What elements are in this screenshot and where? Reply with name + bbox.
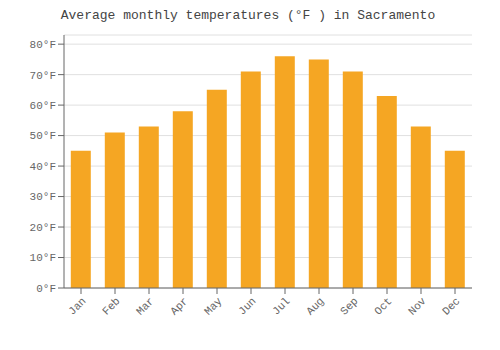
svg-text:40°F: 40°F bbox=[30, 161, 56, 173]
svg-text:Sep: Sep bbox=[338, 295, 360, 317]
svg-text:30°F: 30°F bbox=[30, 191, 56, 203]
svg-text:0°F: 0°F bbox=[36, 283, 56, 295]
svg-text:20°F: 20°F bbox=[30, 222, 56, 234]
svg-text:Jan: Jan bbox=[66, 295, 88, 317]
svg-text:Jul: Jul bbox=[270, 295, 292, 317]
svg-text:May: May bbox=[202, 295, 225, 318]
svg-text:Apr: Apr bbox=[168, 295, 190, 317]
svg-text:80°F: 80°F bbox=[30, 39, 56, 51]
svg-text:70°F: 70°F bbox=[30, 70, 56, 82]
svg-text:Feb: Feb bbox=[100, 295, 122, 317]
svg-text:Jun: Jun bbox=[236, 295, 258, 317]
svg-text:Aug: Aug bbox=[304, 295, 326, 317]
svg-text:60°F: 60°F bbox=[30, 100, 56, 112]
svg-text:Nov: Nov bbox=[406, 295, 429, 318]
svg-text:50°F: 50°F bbox=[30, 130, 56, 142]
svg-text:Dec: Dec bbox=[440, 295, 462, 317]
svg-text:Oct: Oct bbox=[372, 295, 394, 317]
svg-text:Mar: Mar bbox=[134, 295, 156, 317]
svg-text:10°F: 10°F bbox=[30, 252, 56, 264]
html-text:Average monthly temperatures (: Average monthly temperatures (°F ) in Sa… bbox=[60, 8, 436, 23]
